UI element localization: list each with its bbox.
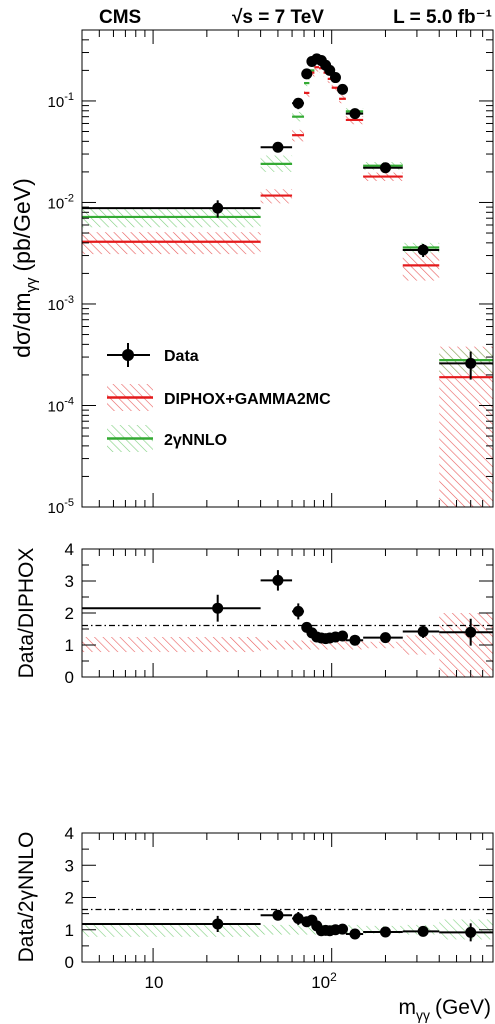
r2-y-tick-label: 1	[65, 921, 74, 940]
r2-point-13	[417, 925, 429, 937]
ratio-nnlo-y-axis: 0 1 2 3 4	[65, 824, 493, 972]
ratio-diphox-y-axis-label: Data/DIPHOX	[15, 548, 38, 679]
r2-point-0	[212, 918, 224, 930]
ratio-nnlo-x-axis	[81, 833, 494, 962]
lumi-label: L = 5.0 fb⁻¹	[393, 7, 492, 28]
ratio-diphox-y-axis: 0 1 2 3 4	[65, 540, 493, 687]
x-tick-label-100: 102	[311, 970, 337, 992]
diphox-band-group	[82, 63, 493, 507]
data-point-9	[329, 72, 341, 84]
r2-y-tick-label: 4	[65, 824, 74, 843]
data-point-1	[272, 141, 284, 153]
r1-point-2	[292, 605, 304, 617]
legend-item-data: Data	[107, 343, 199, 367]
data-point-12	[379, 162, 391, 174]
main-y-tick-label: 10-2	[48, 192, 74, 212]
r2-point-2	[292, 912, 304, 924]
r1-y-tick-label: 1	[65, 636, 74, 655]
r1-y-tick-label: 4	[65, 540, 74, 559]
x-axis-label: mγγ (GeV)	[398, 996, 491, 1023]
x-tick-label-10: 10	[145, 973, 164, 992]
r1-point-11	[349, 634, 361, 646]
r1-y-tick-label: 2	[65, 604, 74, 623]
data-point-10	[337, 83, 349, 95]
ratio-diphox-band-group	[82, 613, 493, 677]
r2-point-1	[272, 909, 284, 921]
main-frame	[81, 29, 494, 508]
data-point-11	[349, 108, 361, 120]
r2-point-14	[465, 926, 477, 938]
legend-item-diphox: DIPHOX+GAMMA2MC	[107, 384, 331, 411]
energy-label: √s = 7 TeV	[232, 7, 324, 28]
r1-point-14	[465, 626, 477, 638]
main-panel: 10-5 10-4 10-3 10-2 10-1 dσ/dmγγ(pb/GeV) Dat…	[9, 29, 494, 517]
main-y-tick-label: 10-3	[48, 294, 74, 314]
main-y-tick-label: 10-4	[48, 395, 74, 415]
r1-point-10	[337, 630, 349, 642]
r1-y-tick-label: 0	[65, 668, 74, 687]
legend-label-data: Data	[164, 348, 199, 365]
r1-band-0	[82, 637, 261, 653]
r1-y-tick-label: 3	[65, 572, 74, 591]
legend-item-nnlo: 2γNNLO	[107, 425, 227, 452]
diphox-band-14	[439, 346, 493, 507]
main-y-tick-label: 10-5	[48, 497, 74, 517]
r1-point-0	[212, 602, 224, 614]
legend: Data DIPHOX+GAMMA2MC 2γNNLO	[107, 343, 331, 452]
ratio-diphox-panel: 0 1 2 3 4 Data/DIPHOX	[15, 540, 494, 687]
main-y-axis: 10-5 10-4 10-3 10-2 10-1	[48, 29, 493, 517]
nnlo-band-group	[82, 57, 493, 373]
diphox-band-0	[82, 232, 261, 255]
data-point-3	[301, 68, 313, 80]
legend-label-diphox: DIPHOX+GAMMA2MC	[164, 391, 331, 408]
ratio-nnlo-y-axis-label: Data/2γNNLO	[15, 832, 38, 963]
main-x-axis	[81, 30, 494, 507]
ratio-diphox-x-axis	[81, 549, 494, 677]
r1-band-2	[363, 641, 403, 649]
ratio-nnlo-panel: 0 1 2 3 4 Data/2γNNLO 10 102 mγγ (GeV)	[15, 824, 494, 1023]
r1-band-3	[402, 635, 440, 655]
ratio-diphox-frame	[81, 548, 494, 678]
r2-point-12	[379, 926, 391, 938]
ratio-nnlo-band-group	[82, 919, 493, 940]
ratio-nnlo-frame	[81, 832, 494, 963]
ratio-nnlo-points-group	[82, 909, 493, 942]
legend-label-nnlo: 2γNNLO	[164, 432, 227, 449]
data-point-0	[212, 202, 224, 214]
main-y-tick-label: 10-1	[48, 91, 74, 111]
data-point-14	[465, 357, 477, 369]
r2-band-1	[260, 924, 364, 935]
r2-y-tick-label: 2	[65, 889, 74, 908]
diphox-band-13	[402, 252, 440, 281]
ratio-diphox-points-group	[82, 570, 493, 646]
r1-point-1	[272, 574, 284, 586]
experiment-label: CMS	[99, 7, 141, 28]
main-y-axis-label: dσ/dmγγ(pb/GeV)	[9, 178, 40, 358]
r2-y-tick-label: 0	[65, 953, 74, 972]
data-points-group	[82, 53, 493, 380]
r2-band-0	[82, 923, 261, 937]
r1-point-12	[379, 632, 391, 644]
r1-band-1	[260, 640, 364, 650]
data-point-2	[292, 97, 304, 109]
data-point-13	[417, 244, 429, 256]
r2-point-10	[337, 923, 349, 935]
r2-y-tick-label: 3	[65, 856, 74, 875]
r1-point-13	[417, 626, 429, 638]
r2-point-11	[349, 928, 361, 940]
